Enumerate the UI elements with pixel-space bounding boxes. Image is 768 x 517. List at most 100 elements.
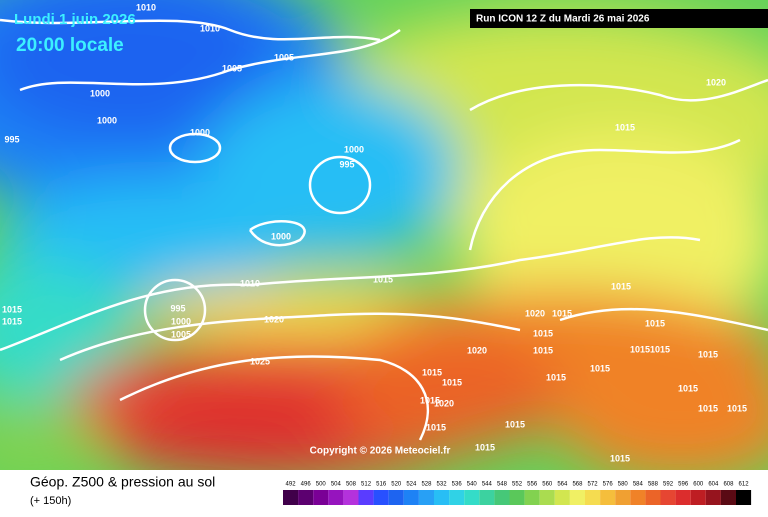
legend-swatch <box>373 490 389 505</box>
isobar-label: 1020 <box>706 77 726 87</box>
legend-swatch <box>494 490 510 505</box>
legend-swatch <box>585 490 601 505</box>
isobar-label: 1000 <box>97 115 117 125</box>
legend-label: 500 <box>316 482 327 488</box>
legend-swatch <box>464 490 480 505</box>
legend-swatch <box>736 490 752 505</box>
isobar-label: 1015 <box>650 344 670 354</box>
field <box>0 0 768 480</box>
legend-swatch <box>720 490 736 505</box>
legend-label: 596 <box>678 482 689 488</box>
isobar-label: 1020 <box>434 398 454 408</box>
isobar-label: 1020 <box>467 345 487 355</box>
isobar-label: 1015 <box>645 318 665 328</box>
legend-swatch <box>675 490 691 505</box>
legend-label: 524 <box>406 482 417 488</box>
legend-swatch <box>283 490 299 505</box>
isobar-label: 1010 <box>240 278 260 288</box>
date: Lundi 1 juin 2026 <box>14 11 136 28</box>
isobar-label: 1015 <box>442 377 462 387</box>
isobar-label: 1015 <box>2 316 22 326</box>
legend-swatch <box>660 490 676 505</box>
legend-swatch <box>449 490 465 505</box>
legend-label: 508 <box>346 482 357 488</box>
legend-label: 580 <box>618 482 629 488</box>
legend-label: 520 <box>391 482 402 488</box>
isobar-label: 1000 <box>190 127 210 137</box>
legend-swatch <box>358 490 374 505</box>
legend-swatch <box>328 490 344 505</box>
isobar-label: 1010 <box>136 2 156 12</box>
isobar-label: 1015 <box>426 422 446 432</box>
legend-swatch <box>524 490 540 505</box>
isobar-label: 1000 <box>171 316 191 326</box>
isobar-label: 1025 <box>250 356 270 366</box>
legend-swatch <box>615 490 631 505</box>
legend-label: 572 <box>588 482 599 488</box>
lead-time: (+ 150h) <box>30 495 71 507</box>
isobar-label: 1020 <box>264 314 284 324</box>
legend-swatch <box>539 490 555 505</box>
isobar-label: 1000 <box>90 88 110 98</box>
legend-swatch <box>509 490 525 505</box>
legend-swatch <box>600 490 616 505</box>
run: Run ICON 12 Z du Mardi 26 mai 2026 <box>476 14 650 25</box>
isobar-label: 1015 <box>630 344 650 354</box>
legend-label: 492 <box>286 482 297 488</box>
isobar-label: 1015 <box>422 367 442 377</box>
isobar-label: 1015 <box>533 345 553 355</box>
legend-swatch <box>569 490 585 505</box>
isobar-label: 1005 <box>171 329 191 339</box>
isobar-label: 1015 <box>552 308 572 318</box>
legend-label: 548 <box>497 482 508 488</box>
legend-label: 556 <box>527 482 538 488</box>
legend-swatch <box>403 490 419 505</box>
legend-swatch <box>630 490 646 505</box>
legend-label: 504 <box>331 482 342 488</box>
isobar-label: 1000 <box>344 144 364 154</box>
isobar-label: 1020 <box>525 308 545 318</box>
legend-label: 608 <box>723 482 734 488</box>
legend-label: 612 <box>739 482 750 488</box>
isobar-label: 1015 <box>533 328 553 338</box>
isobar-label: 995 <box>170 303 185 313</box>
isobar-label: 1000 <box>271 231 291 241</box>
isobar-label: 1010 <box>200 23 220 33</box>
isobar-label: 1015 <box>590 363 610 373</box>
time: 20:00 locale <box>16 35 124 56</box>
legend-swatch <box>298 490 314 505</box>
legend-label: 496 <box>301 482 312 488</box>
legend-label: 588 <box>648 482 659 488</box>
run-box <box>470 9 768 28</box>
legend-swatch <box>418 490 434 505</box>
legend-label: 568 <box>572 482 583 488</box>
legend-swatch <box>434 490 450 505</box>
legend-label: 560 <box>542 482 553 488</box>
footer-title: Géop. Z500 & pression au sol <box>30 474 215 490</box>
legend-swatch <box>705 490 721 505</box>
isobars <box>0 18 768 441</box>
legend-label: 600 <box>693 482 704 488</box>
legend-label: 604 <box>708 482 719 488</box>
isobar-label: 1015 <box>505 419 525 429</box>
isobar-label: 1015 <box>546 372 566 382</box>
isobar-label: 995 <box>339 159 354 169</box>
legend-label: 512 <box>361 482 372 488</box>
legend-swatch <box>343 490 359 505</box>
legend-label: 576 <box>603 482 614 488</box>
legend-label: 592 <box>663 482 674 488</box>
legend-swatch <box>645 490 661 505</box>
isobar-label: 1005 <box>274 52 294 62</box>
isobar-label: 1015 <box>420 395 440 405</box>
legend-label: 516 <box>376 482 387 488</box>
isobar-label: 1015 <box>727 403 747 413</box>
copyright: Copyright © 2026 Meteociel.fr <box>310 446 451 457</box>
legend-swatch <box>554 490 570 505</box>
legend-label: 584 <box>633 482 644 488</box>
legend-swatch <box>690 490 706 505</box>
legend-label: 552 <box>512 482 523 488</box>
isobar-label: 995 <box>4 134 19 144</box>
legend-swatch <box>313 490 329 505</box>
isobar-label: 1015 <box>698 403 718 413</box>
